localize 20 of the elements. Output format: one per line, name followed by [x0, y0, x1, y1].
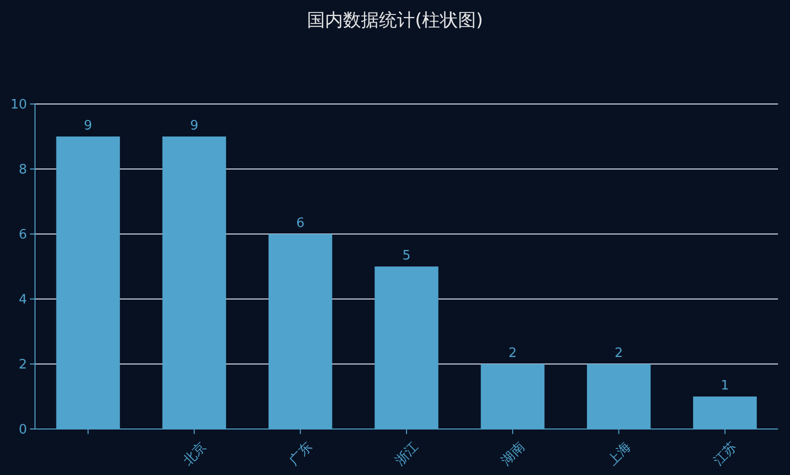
data-label: 2 [508, 346, 517, 361]
x-tick-label: 北京 [180, 440, 210, 469]
y-tick-label: 2 [18, 358, 27, 373]
y-tick-label: 8 [18, 162, 27, 178]
data-label: 9 [84, 118, 92, 134]
x-tick-label: 湖南 [498, 440, 528, 469]
data-label: 6 [296, 216, 304, 231]
data-label: 2 [614, 346, 623, 361]
x-tick-label: 广东 [286, 440, 316, 469]
y-tick-label: 10 [10, 98, 27, 113]
x-tick-label: 浙江 [392, 440, 422, 469]
y-tick-label: 6 [18, 228, 27, 243]
y-tick-label: 4 [18, 292, 27, 308]
data-label: 5 [402, 248, 411, 264]
y-tick-label: 0 [18, 422, 27, 438]
x-tick-label: 江苏 [711, 440, 740, 469]
x-tick-label: 上海 [605, 440, 634, 469]
data-label: 1 [720, 378, 730, 394]
chart-title: 国内数据统计(柱状图) [306, 10, 484, 31]
data-label: 9 [190, 118, 198, 134]
